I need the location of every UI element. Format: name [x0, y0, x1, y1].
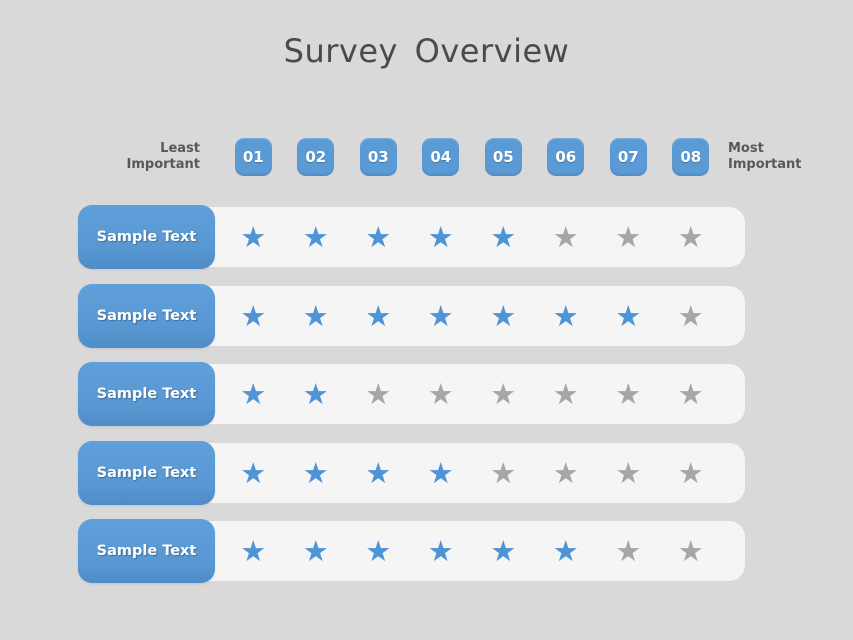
scale-badge-08: 08: [672, 138, 710, 176]
star-icon[interactable]: ★: [552, 455, 579, 490]
star-icon[interactable]: ★: [240, 455, 267, 490]
row-label: Sample Text: [78, 284, 215, 348]
star-icon[interactable]: ★: [240, 376, 267, 411]
star-icon[interactable]: ★: [365, 298, 392, 333]
star-icon[interactable]: ★: [490, 376, 517, 411]
survey-row: Sample Text ★ ★ ★ ★ ★ ★ ★ ★: [0, 441, 853, 505]
star-icon[interactable]: ★: [490, 455, 517, 490]
star-icon[interactable]: ★: [427, 219, 454, 254]
star-icon[interactable]: ★: [615, 219, 642, 254]
star-icon[interactable]: ★: [427, 455, 454, 490]
star-icon[interactable]: ★: [490, 533, 517, 568]
star-icon[interactable]: ★: [302, 376, 329, 411]
star-icon[interactable]: ★: [365, 219, 392, 254]
star-icon[interactable]: ★: [365, 455, 392, 490]
survey-row: Sample Text ★ ★ ★ ★ ★ ★ ★ ★: [0, 284, 853, 348]
star-icon[interactable]: ★: [615, 533, 642, 568]
scale-badge-01: 01: [234, 138, 272, 176]
star-icon[interactable]: ★: [552, 533, 579, 568]
star-icon[interactable]: ★: [365, 376, 392, 411]
star-icon[interactable]: ★: [490, 219, 517, 254]
star-icon[interactable]: ★: [490, 298, 517, 333]
row-label: Sample Text: [78, 205, 215, 269]
star-rating: ★ ★ ★ ★ ★ ★ ★ ★: [222, 364, 722, 424]
star-icon[interactable]: ★: [240, 533, 267, 568]
star-icon[interactable]: ★: [552, 298, 579, 333]
scale-badge-06: 06: [547, 138, 585, 176]
star-icon[interactable]: ★: [615, 455, 642, 490]
star-icon[interactable]: ★: [615, 376, 642, 411]
row-label: Sample Text: [78, 362, 215, 426]
scale-badge-03: 03: [359, 138, 397, 176]
star-icon[interactable]: ★: [240, 219, 267, 254]
page-title: Survey Overview: [283, 32, 570, 70]
star-rating: ★ ★ ★ ★ ★ ★ ★ ★: [222, 207, 722, 267]
scale-badges: 01 02 03 04 05 06 07 08: [222, 138, 722, 176]
star-icon[interactable]: ★: [302, 298, 329, 333]
row-label: Sample Text: [78, 441, 215, 505]
most-important-label: Most Important: [728, 141, 802, 172]
scale-badge-05: 05: [484, 138, 522, 176]
star-rating: ★ ★ ★ ★ ★ ★ ★ ★: [222, 286, 722, 346]
star-icon[interactable]: ★: [302, 455, 329, 490]
star-rating: ★ ★ ★ ★ ★ ★ ★ ★: [222, 443, 722, 503]
scale-badge-02: 02: [297, 138, 335, 176]
survey-row: Sample Text ★ ★ ★ ★ ★ ★ ★ ★: [0, 519, 853, 583]
scale-badge-04: 04: [422, 138, 460, 176]
star-icon[interactable]: ★: [552, 219, 579, 254]
star-icon[interactable]: ★: [427, 298, 454, 333]
star-icon[interactable]: ★: [677, 455, 704, 490]
star-icon[interactable]: ★: [677, 219, 704, 254]
star-rating: ★ ★ ★ ★ ★ ★ ★ ★: [222, 521, 722, 581]
star-icon[interactable]: ★: [677, 533, 704, 568]
star-icon[interactable]: ★: [302, 219, 329, 254]
star-icon[interactable]: ★: [240, 298, 267, 333]
row-label: Sample Text: [78, 519, 215, 583]
survey-row: Sample Text ★ ★ ★ ★ ★ ★ ★ ★: [0, 362, 853, 426]
survey-row: Sample Text ★ ★ ★ ★ ★ ★ ★ ★: [0, 205, 853, 269]
least-important-label: Least Important: [126, 141, 201, 172]
star-icon[interactable]: ★: [552, 376, 579, 411]
star-icon[interactable]: ★: [677, 298, 704, 333]
star-icon[interactable]: ★: [365, 533, 392, 568]
star-icon[interactable]: ★: [677, 376, 704, 411]
star-icon[interactable]: ★: [427, 376, 454, 411]
star-icon[interactable]: ★: [302, 533, 329, 568]
star-icon[interactable]: ★: [427, 533, 454, 568]
star-icon[interactable]: ★: [615, 298, 642, 333]
scale-badge-07: 07: [609, 138, 647, 176]
